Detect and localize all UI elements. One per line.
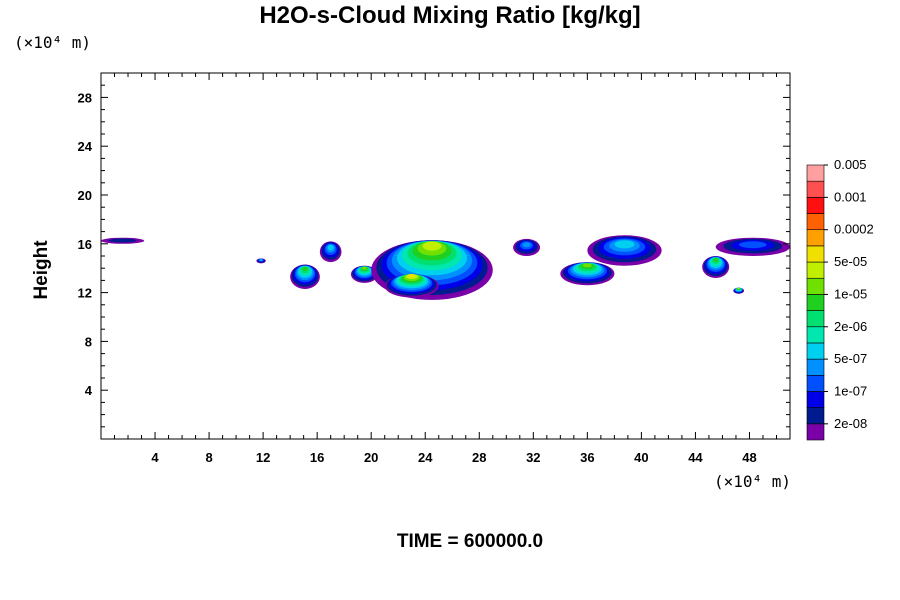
cloud-region-2 <box>256 258 266 264</box>
y-axis: 4 8 12 16 20 24 28 <box>78 72 790 428</box>
time-label: TIME = 600000.0 <box>396 531 544 552</box>
cloud-layer <box>327 244 334 251</box>
x-axis-unit: (×10⁴ m) <box>714 472 792 491</box>
cloud-layer <box>407 274 416 278</box>
cloud-layer <box>737 287 740 289</box>
cloud-layer <box>614 240 635 249</box>
colorbar-swatch <box>806 326 825 344</box>
colorbar-swatch <box>806 180 825 198</box>
cloud-region-3 <box>290 264 320 289</box>
colorbar-swatch <box>806 164 825 182</box>
cloud-layer <box>738 241 767 249</box>
y-tick-label: 28 <box>78 90 92 105</box>
colorbar-swatch <box>806 423 825 441</box>
x-axis: 4 8 12 16 20 24 28 32 36 40 44 48 <box>114 73 791 465</box>
y-axis-unit: (×10⁴ m) <box>14 33 92 52</box>
x-tick-label: 24 <box>418 450 433 465</box>
colorbar-swatch <box>806 261 825 279</box>
cloud-region-8 <box>513 238 541 256</box>
colorbar-label: 2e-06 <box>834 319 867 334</box>
colorbar-swatch <box>806 407 825 425</box>
y-tick-label: 12 <box>78 286 92 301</box>
colorbar-swatch <box>806 342 825 360</box>
cloud-layer <box>259 259 263 261</box>
cloud-layer <box>302 266 308 272</box>
cloud-region-1 <box>101 237 145 244</box>
colorbar-swatch <box>806 358 825 376</box>
colorbar-swatch <box>806 245 825 263</box>
cloud-region-7 <box>384 274 439 298</box>
colorbar-label: 1e-07 <box>834 383 867 398</box>
colorbar-swatch <box>806 294 825 311</box>
cloud-region-11 <box>702 256 730 278</box>
colorbar-label: 5e-05 <box>834 254 867 269</box>
x-tick-label: 44 <box>688 450 703 465</box>
colorbar: 2e-08 1e-07 5e-07 2e-06 1e-05 5e-05 0.0002 0.00… <box>806 157 874 441</box>
cloud-region-4 <box>319 241 342 263</box>
x-tick-label: 12 <box>256 450 270 465</box>
cloud-layer <box>422 241 442 251</box>
cloud-layer <box>582 263 592 268</box>
cloud-field <box>101 235 790 300</box>
colorbar-swatch <box>806 374 825 392</box>
colorbar-swatch <box>806 229 825 247</box>
x-tick-label: 28 <box>472 450 486 465</box>
y-tick-label: 8 <box>85 334 92 349</box>
x-tick-label: 8 <box>205 450 212 465</box>
cloud-region-9 <box>560 262 615 286</box>
cloud-region-5 <box>350 265 378 283</box>
x-tick-label: 40 <box>634 450 648 465</box>
colorbar-label: 0.005 <box>834 157 867 172</box>
y-tick-label: 24 <box>78 139 93 154</box>
x-tick-label: 48 <box>742 450 756 465</box>
cloud-layer <box>362 266 367 270</box>
x-tick-label: 32 <box>526 450 540 465</box>
x-tick-label: 16 <box>310 450 324 465</box>
y-tick-label: 4 <box>85 383 93 398</box>
cloud-region-12 <box>715 237 790 256</box>
colorbar-swatch <box>806 391 825 408</box>
colorbar-swatch <box>806 213 825 231</box>
y-tick-label: 20 <box>78 188 92 203</box>
x-tick-label: 20 <box>364 450 378 465</box>
cloud-region-10 <box>587 235 662 266</box>
cloud-layer <box>108 238 137 243</box>
cloud-layer <box>713 257 719 262</box>
x-tick-label: 36 <box>580 450 594 465</box>
cloud-layer <box>522 242 531 248</box>
y-tick-label: 16 <box>78 237 92 252</box>
colorbar-label: 2e-08 <box>834 416 867 431</box>
colorbar-label: 5e-07 <box>834 351 867 366</box>
cloud-region-13 <box>733 287 745 294</box>
colorbar-label: 0.0002 <box>834 222 874 237</box>
colorbar-label: 1e-05 <box>834 286 867 301</box>
colorbar-swatch <box>806 277 825 295</box>
colorbar-swatch <box>806 197 825 214</box>
colorbar-swatch <box>806 310 825 328</box>
chart-title: H2O-s-Cloud Mixing Ratio [kg/kg] <box>259 2 641 29</box>
x-tick-label: 4 <box>151 450 159 465</box>
colorbar-label: 0.001 <box>834 189 867 204</box>
